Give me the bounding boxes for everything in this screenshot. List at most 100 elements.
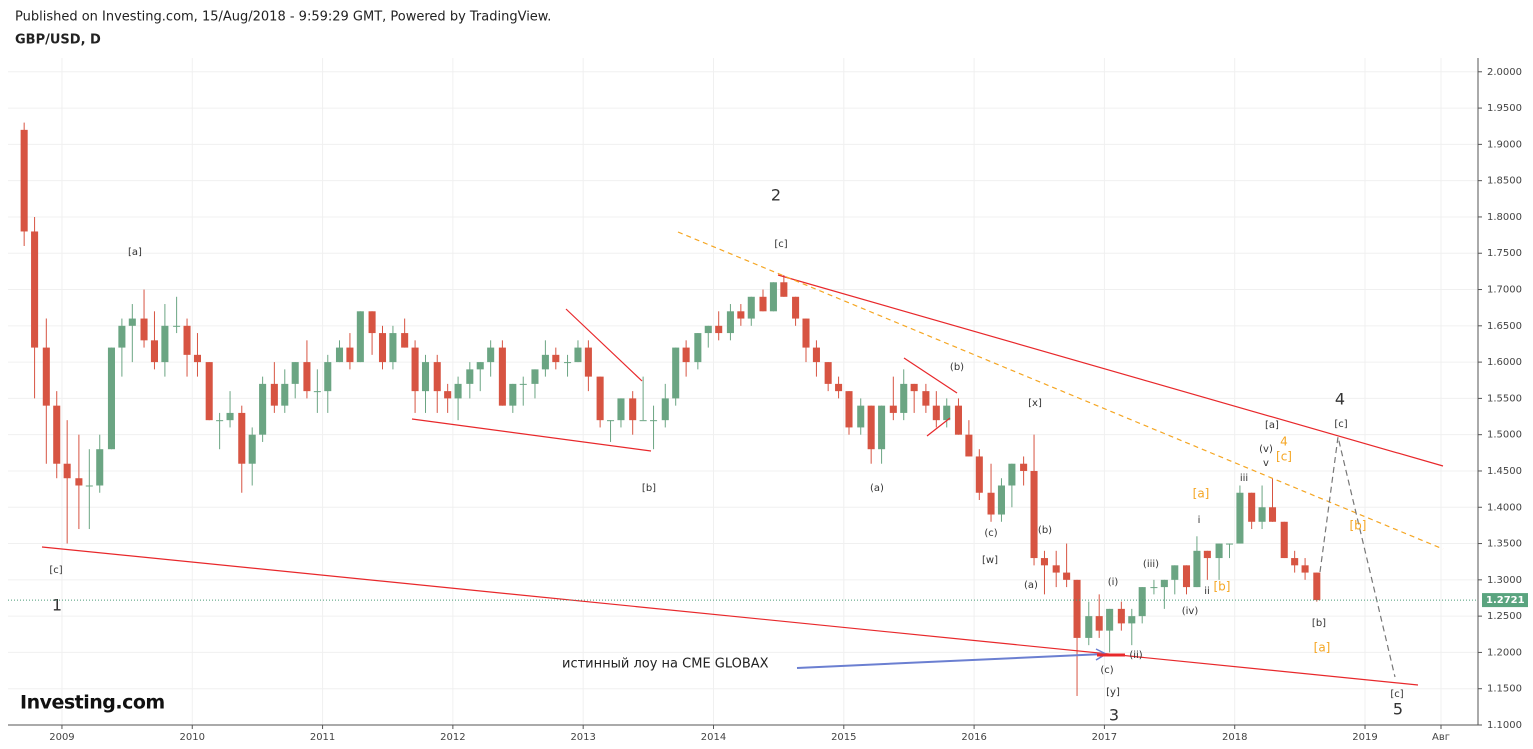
candle-body	[878, 405, 886, 450]
candle-body	[857, 405, 865, 428]
candle-body	[20, 129, 28, 232]
candle-body	[1138, 587, 1146, 617]
wave-label: (v)	[1259, 444, 1273, 455]
wave-label: i	[1198, 515, 1201, 526]
candle-body	[1215, 543, 1223, 559]
last-price-box	[1482, 593, 1528, 608]
dashed-trend	[677, 231, 1444, 550]
x-tick-label: 2012	[440, 732, 465, 743]
candle-body	[1182, 565, 1191, 588]
candle-body	[161, 325, 169, 363]
candle-body	[997, 485, 1005, 515]
candle-body	[96, 449, 104, 486]
wave-label: [y]	[1106, 687, 1120, 698]
grid	[8, 58, 1478, 726]
candle-body	[1225, 543, 1234, 545]
y-tick-label: 1.6000	[1487, 357, 1522, 368]
candle-body	[63, 463, 71, 479]
wave-label: (iv)	[1182, 606, 1199, 617]
wave-label: (ii)	[1129, 650, 1142, 661]
candle-body	[281, 383, 289, 406]
candle-body	[1040, 558, 1048, 566]
candle-body	[1301, 565, 1309, 573]
y-tick-label: 1.2500	[1487, 611, 1522, 622]
arrow	[796, 653, 1105, 669]
candle-body	[1258, 507, 1266, 522]
candle-body	[85, 485, 93, 487]
candle-body	[1073, 579, 1081, 638]
y-tick-label: 1.7000	[1487, 285, 1522, 296]
wave-label: (a)	[870, 483, 884, 494]
candle-body	[867, 405, 875, 450]
candle-body	[1008, 463, 1016, 486]
x-tick-label: 2019	[1352, 732, 1377, 743]
wave-label: (iii)	[1143, 559, 1159, 570]
candle-body	[617, 398, 625, 421]
candle-body	[42, 347, 50, 406]
x-tick-label: 2013	[570, 732, 595, 743]
candle-body	[150, 340, 158, 363]
trend-line	[411, 418, 652, 452]
candle-body	[368, 311, 376, 334]
wave-label: (i)	[1108, 577, 1119, 588]
candle-body	[248, 434, 256, 464]
trend-line	[41, 546, 1419, 686]
candle-body	[965, 434, 973, 457]
candle-body	[987, 492, 995, 515]
candle-body	[639, 420, 647, 422]
candle-body	[922, 391, 930, 406]
candle-body	[975, 456, 983, 493]
wave-label: [c]	[774, 239, 787, 250]
y-tick-label: 1.5000	[1487, 430, 1522, 441]
wave-label: (c)	[1100, 665, 1113, 676]
candle-body	[1095, 616, 1103, 631]
x-tick-label: 2017	[1092, 732, 1117, 743]
candle-body	[541, 354, 549, 370]
candle-body	[31, 231, 39, 348]
candle-body	[845, 391, 853, 428]
y-tick-label: 2.0000	[1487, 67, 1522, 78]
candle-body	[1268, 507, 1277, 522]
x-tick-label: Авг	[1432, 732, 1450, 743]
candle-body	[802, 318, 810, 348]
candle-body	[270, 383, 278, 406]
candle-body	[75, 478, 83, 486]
y-tick-label: 1.8500	[1487, 176, 1522, 187]
candle-body	[487, 347, 495, 363]
x-tick-label: 2009	[49, 732, 74, 743]
candle-body	[932, 405, 940, 421]
x-tick-label: 2015	[831, 732, 856, 743]
x-tick-label: 2010	[180, 732, 205, 743]
candle-body	[205, 362, 213, 421]
candle-body	[564, 362, 572, 364]
candle-body	[574, 347, 582, 363]
annotations: 2 [c] [a] [b] [c] 1 (b) [x] (a) (c) [w] …	[49, 186, 1403, 725]
candle-body	[1313, 572, 1321, 601]
candle-body	[629, 398, 637, 421]
candle-body	[900, 383, 908, 413]
candle-body	[498, 347, 506, 406]
symbol: GBP/USD, D	[15, 33, 101, 48]
candle-body	[552, 354, 560, 363]
candle-body	[1052, 565, 1060, 573]
candle-body	[943, 405, 951, 421]
y-tick-label: 1.5500	[1487, 393, 1522, 404]
y-tick-label: 1.6500	[1487, 321, 1522, 332]
candle-body	[128, 318, 136, 326]
candle-body	[694, 333, 702, 363]
wave-label: 3	[1109, 706, 1119, 725]
y-tick-label: 1.9000	[1487, 139, 1522, 150]
wave-label: [b]	[1350, 519, 1367, 533]
y-tick-label: 1.4000	[1487, 502, 1522, 513]
trend-line	[926, 417, 951, 437]
candle-body	[1248, 492, 1256, 522]
candle-body	[910, 383, 918, 392]
trend-line	[565, 308, 643, 382]
candle-body	[107, 347, 115, 450]
wave-label: 4	[1335, 390, 1345, 409]
trend-line	[903, 357, 958, 394]
candle-body	[193, 354, 201, 363]
candle-body	[1030, 470, 1038, 559]
candle-body	[1150, 587, 1158, 589]
